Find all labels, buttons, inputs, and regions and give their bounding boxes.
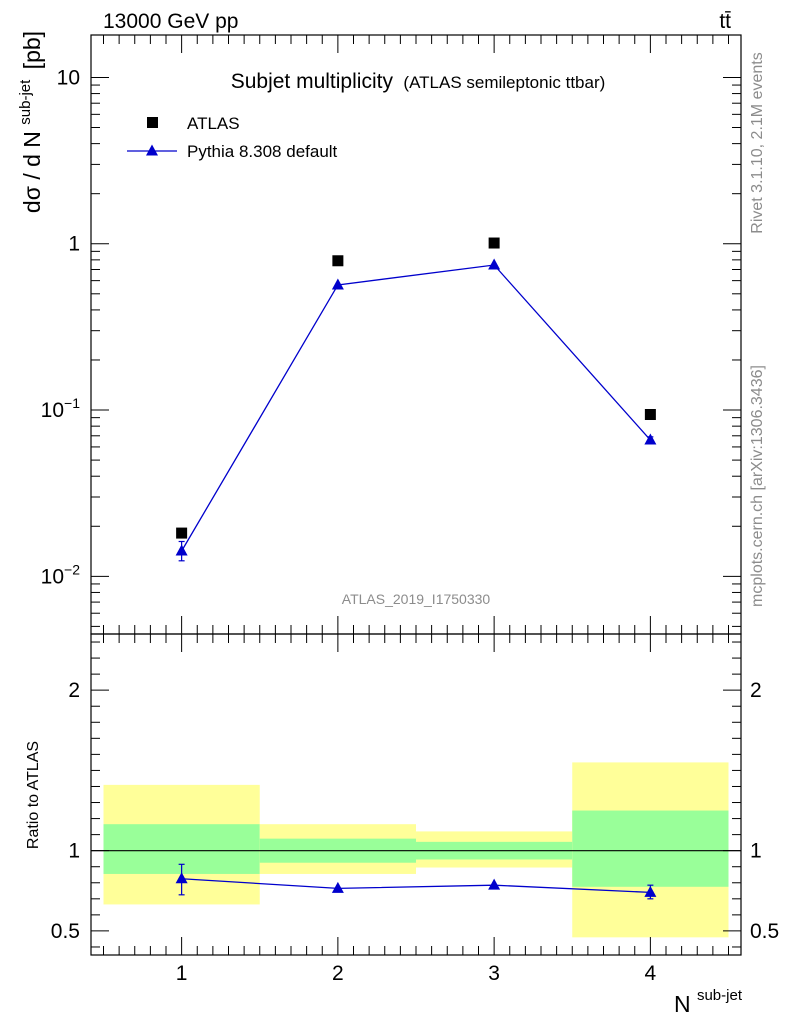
process-label: tt̄: [719, 10, 731, 33]
main-ytick-label: 10−1: [41, 395, 81, 422]
legend-atlas-label: ATLAS: [187, 114, 240, 133]
pythia-data-point: [644, 433, 657, 445]
legend-atlas-marker: [147, 117, 158, 128]
main-ytick-label: 10: [57, 66, 80, 89]
ratio-ytick-label-right: 1: [750, 840, 762, 863]
pythia-data-point: [331, 278, 344, 290]
main-ylabel-unit: [pb]: [19, 31, 45, 69]
analysis-watermark: ATLAS_2019_I1750330: [342, 591, 491, 607]
main-ylabel-text: dσ / d N: [19, 131, 45, 213]
pythia-data-point: [488, 258, 501, 270]
ratio-xlabel-sup: sub-jet: [697, 987, 743, 1004]
ratio-ytick-label-right: 0.5: [750, 920, 779, 943]
rivet-version-label: Rivet 3.1.10, 2.1M events: [749, 52, 766, 233]
ratio-band-green-4: [572, 810, 729, 887]
legend: ATLAS Pythia 8.308 default: [127, 114, 338, 161]
main-ytick-exponent: −1: [64, 395, 80, 411]
main-ylabel: dσ / d N sub-jet [pb]: [9, 31, 45, 213]
ratio-ytick-label-left: 2: [68, 679, 80, 702]
mcplots-label: mcplots.cern.ch [arXiv:1306.3436]: [749, 365, 766, 607]
ratio-xtick-label: 3: [488, 962, 500, 985]
atlas-data-point: [332, 255, 344, 267]
ratio-pythia-point: [644, 885, 657, 897]
main-ylabel-sup: sub-jet: [17, 79, 34, 125]
legend-pythia-label: Pythia 8.308 default: [187, 142, 338, 161]
ratio-ytick-label-left: 1: [68, 840, 80, 863]
ratio-series: [175, 863, 657, 900]
ratio-xtick-label: 1: [176, 962, 188, 985]
atlas-data-point: [176, 527, 188, 539]
ratio-pythia-point: [488, 878, 501, 890]
pythia-data-point: [175, 544, 188, 556]
atlas-data-point: [488, 237, 500, 249]
main-ytick-base: 10: [41, 565, 64, 588]
ratio-ytick-label-left: 0.5: [51, 920, 80, 943]
energy-label: 13000 GeV pp: [103, 10, 238, 33]
ratio-pythia-line: [181, 878, 651, 894]
atlas-data-point: [644, 409, 656, 421]
main-ytick-base: 10: [57, 66, 80, 89]
ratio-xtick-label: 2: [332, 962, 344, 985]
ratio-pythia-point: [331, 881, 344, 893]
main-ytick-exponent: −2: [64, 561, 80, 577]
ratio-ytick-label-right: 2: [750, 679, 762, 702]
ratio-pythia-point: [175, 872, 188, 884]
legend-pythia-marker: [146, 144, 158, 156]
main-series: [175, 237, 657, 562]
main-ytick-base: 1: [68, 233, 80, 256]
ratio-ylabel: Ratio to ATLAS: [25, 741, 42, 849]
ratio-xlabel-text: N: [674, 991, 691, 1017]
pythia-line: [181, 264, 651, 552]
ratio-uncertainty-bands: [103, 762, 729, 938]
chart-subtitle: (ATLAS semileptonic ttbar): [403, 73, 605, 92]
main-ytick-label: 10−2: [41, 561, 81, 588]
ratio-axes: 0.5 0.5 1 1 2 2 1 2 3 4: [51, 35, 779, 985]
chart-title: Subjet multiplicity (ATLAS semileptonic …: [231, 70, 606, 93]
main-ytick-label: 1: [68, 233, 80, 256]
chart-title-main: Subjet multiplicity: [231, 70, 394, 93]
ratio-xlabel: N sub-jet: [674, 987, 743, 1017]
ratio-xtick-label: 4: [645, 962, 657, 985]
main-ytick-base: 10: [41, 399, 64, 422]
